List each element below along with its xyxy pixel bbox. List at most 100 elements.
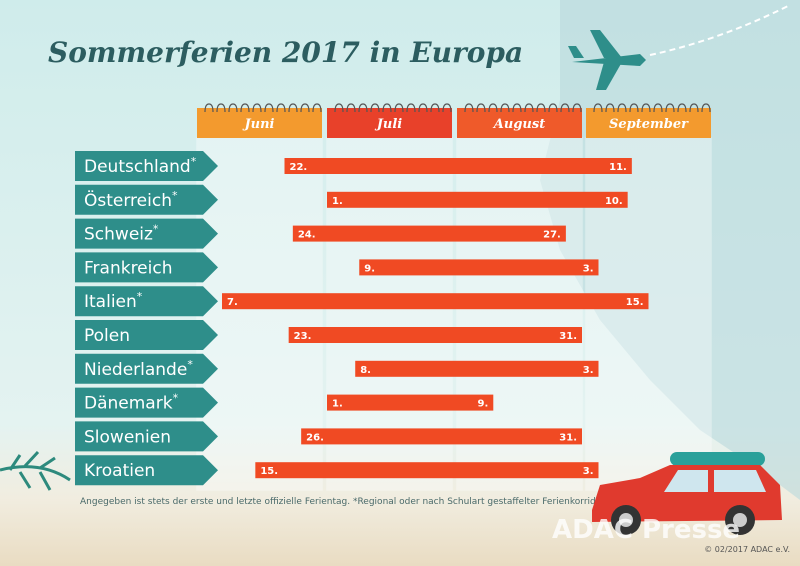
start-label: 23. bbox=[294, 331, 312, 342]
holiday-bar bbox=[284, 158, 632, 174]
country-tag bbox=[75, 455, 218, 486]
calendar-ring bbox=[276, 103, 286, 113]
copyright: © 02/2017 ADAC e.V. bbox=[704, 545, 790, 554]
calendar-ring bbox=[288, 103, 298, 113]
calendar-ring bbox=[464, 103, 474, 113]
start-label: 24. bbox=[298, 230, 316, 241]
footnote: Angegeben ist stets der erste und letzte… bbox=[80, 497, 605, 507]
start-label: 26. bbox=[306, 432, 324, 443]
calendar-ring bbox=[605, 103, 615, 113]
calendar-ring bbox=[665, 103, 675, 113]
country-note: * bbox=[187, 358, 193, 371]
month-label: August bbox=[492, 117, 545, 132]
country-note: * bbox=[137, 290, 143, 303]
country-name: Polen bbox=[84, 326, 130, 346]
calendar-ring bbox=[512, 103, 522, 113]
country-name: Frankreich bbox=[84, 258, 173, 278]
holiday-bar bbox=[327, 394, 494, 411]
month-label: Juni bbox=[242, 117, 275, 132]
end-label: 10. bbox=[605, 196, 623, 207]
country-label: Italien* bbox=[84, 290, 143, 312]
month-header bbox=[197, 108, 322, 138]
car bbox=[592, 452, 782, 535]
end-label: 27. bbox=[543, 230, 561, 241]
holiday-bar bbox=[301, 428, 582, 445]
country-name: Schweiz bbox=[84, 225, 153, 245]
country-tag bbox=[75, 218, 218, 249]
calendar-ring bbox=[430, 103, 440, 113]
calendar-ring bbox=[500, 103, 510, 113]
flight-path bbox=[649, 4, 791, 56]
calendar-ring bbox=[560, 103, 570, 113]
country-label: Österreich* bbox=[84, 189, 178, 211]
start-label: 1. bbox=[332, 399, 343, 410]
holiday-bar bbox=[288, 327, 582, 343]
end-label: 31. bbox=[559, 331, 577, 342]
country-tag bbox=[75, 387, 218, 418]
start-label: 9. bbox=[364, 263, 375, 274]
country-label: Dänemark* bbox=[84, 392, 179, 414]
calendar-ring bbox=[442, 103, 452, 113]
country-note: * bbox=[153, 223, 159, 236]
country-name: Kroatien bbox=[84, 461, 155, 481]
holiday-bar bbox=[222, 293, 649, 310]
country-name: Österreich bbox=[84, 189, 172, 211]
end-label: 9. bbox=[478, 399, 489, 410]
calendar-ring bbox=[476, 103, 486, 113]
calendar-ring bbox=[300, 103, 310, 113]
calendar-ring bbox=[572, 103, 582, 113]
start-label: 22. bbox=[290, 162, 308, 173]
country-note: * bbox=[191, 155, 197, 168]
country-note: * bbox=[172, 189, 178, 202]
month-column bbox=[585, 137, 712, 491]
country-note: * bbox=[173, 392, 179, 405]
country-label: Polen bbox=[84, 326, 130, 346]
calendar-ring bbox=[488, 103, 498, 113]
calendar-ring bbox=[394, 103, 404, 113]
country-label: Kroatien bbox=[84, 461, 155, 481]
calendar-ring bbox=[689, 103, 699, 113]
end-label: 3. bbox=[583, 263, 594, 274]
calendar-ring bbox=[617, 103, 627, 113]
calendar-ring bbox=[406, 103, 416, 113]
calendar-ring bbox=[536, 103, 546, 113]
country-name: Dänemark bbox=[84, 394, 173, 414]
country-tag bbox=[75, 421, 218, 452]
palm bbox=[0, 450, 71, 491]
end-label: 15. bbox=[626, 297, 644, 308]
country-name: Slowenien bbox=[84, 427, 171, 447]
country-label: Niederlande* bbox=[84, 358, 193, 380]
country-tag bbox=[75, 286, 218, 317]
calendar-ring bbox=[629, 103, 639, 113]
calendar-ring bbox=[653, 103, 663, 113]
country-tag bbox=[75, 252, 218, 283]
month-header bbox=[586, 108, 711, 138]
end-label: 3. bbox=[583, 365, 594, 376]
watermark: ADAC Presse bbox=[552, 515, 740, 545]
start-label: 8. bbox=[360, 365, 371, 376]
end-label: 3. bbox=[583, 466, 594, 477]
country-label: Deutschland* bbox=[84, 155, 197, 177]
calendar-ring bbox=[641, 103, 651, 113]
calendar-ring bbox=[204, 103, 214, 113]
country-name: Niederlande bbox=[84, 360, 187, 380]
start-label: 7. bbox=[227, 297, 238, 308]
calendar-ring bbox=[334, 103, 344, 113]
country-tag bbox=[75, 151, 218, 181]
calendar-ring bbox=[358, 103, 368, 113]
calendar-ring bbox=[548, 103, 558, 113]
holiday-bar bbox=[292, 225, 566, 242]
country-label: Slowenien bbox=[84, 427, 171, 447]
chart-title: Sommerferien 2017 in Europa bbox=[48, 36, 523, 69]
country-tag bbox=[75, 353, 218, 384]
country-label: Schweiz* bbox=[84, 223, 159, 245]
calendar-ring bbox=[418, 103, 428, 113]
calendar-ring bbox=[228, 103, 238, 113]
calendar-ring bbox=[593, 103, 603, 113]
month-label: Juli bbox=[374, 117, 403, 132]
holiday-bar bbox=[355, 360, 599, 377]
country-name: Deutschland bbox=[84, 157, 191, 177]
month-header bbox=[327, 108, 452, 138]
month-header bbox=[457, 108, 582, 138]
